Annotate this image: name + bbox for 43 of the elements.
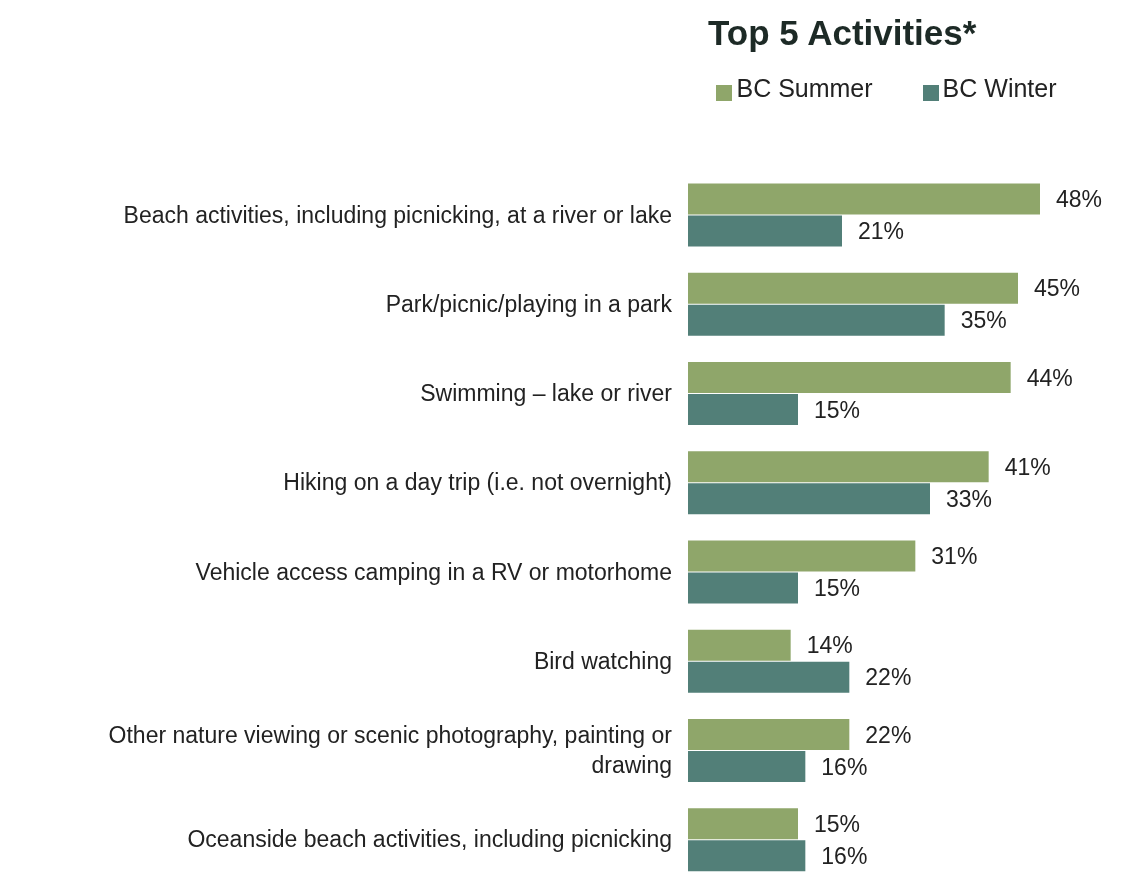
data-label: 22% bbox=[865, 664, 912, 691]
data-label: 15% bbox=[814, 575, 861, 602]
bar bbox=[688, 361, 1011, 393]
y-tick-label: Bird watching bbox=[533, 647, 672, 674]
bar bbox=[688, 451, 989, 483]
data-label: 33% bbox=[946, 485, 993, 512]
legend-label: BC Summer bbox=[736, 74, 873, 102]
bar bbox=[688, 304, 945, 336]
y-tick-label: Swimming – lake or river bbox=[420, 380, 673, 407]
bar bbox=[688, 808, 798, 840]
bar bbox=[688, 661, 850, 693]
data-label: 48% bbox=[1056, 186, 1103, 213]
y-tick-label: Other nature viewing or scenic photography, painting or drawing bbox=[108, 722, 673, 779]
bar bbox=[688, 572, 798, 604]
data-label: 16% bbox=[821, 842, 868, 869]
bar bbox=[688, 540, 916, 572]
bar bbox=[688, 750, 806, 782]
data-label: 22% bbox=[865, 721, 912, 748]
data-label: 44% bbox=[1026, 364, 1073, 391]
bar bbox=[688, 272, 1018, 304]
data-label: 35% bbox=[960, 307, 1007, 334]
bar bbox=[688, 718, 850, 750]
y-tick-label: Beach activities, including picnicking, at a river or lake bbox=[123, 201, 672, 228]
legend-label: BC Winter bbox=[942, 74, 1057, 102]
data-label: 41% bbox=[1004, 453, 1051, 480]
chart-title: Top 5 Activities* bbox=[707, 12, 978, 54]
bar bbox=[688, 840, 806, 872]
data-label: 16% bbox=[821, 753, 868, 780]
y-tick-label: Oceanside beach activities, including picnicking bbox=[187, 826, 672, 853]
bar bbox=[688, 183, 1040, 215]
data-label: 15% bbox=[814, 396, 861, 423]
y-tick-label: Hiking on a day trip (i.e. not overnight) bbox=[283, 469, 672, 496]
data-label: 45% bbox=[1034, 275, 1081, 302]
y-tick-label: Park/picnic/playing in a park bbox=[385, 290, 673, 317]
data-label: 31% bbox=[931, 543, 978, 570]
data-label: 21% bbox=[858, 218, 905, 245]
data-label: 15% bbox=[814, 810, 861, 837]
data-label: 14% bbox=[806, 632, 853, 659]
bar bbox=[688, 629, 791, 661]
y-tick-label: Vehicle access camping in a RV or motorhome bbox=[195, 558, 672, 585]
bar bbox=[688, 393, 798, 425]
bar bbox=[688, 483, 930, 515]
bar bbox=[688, 215, 842, 247]
